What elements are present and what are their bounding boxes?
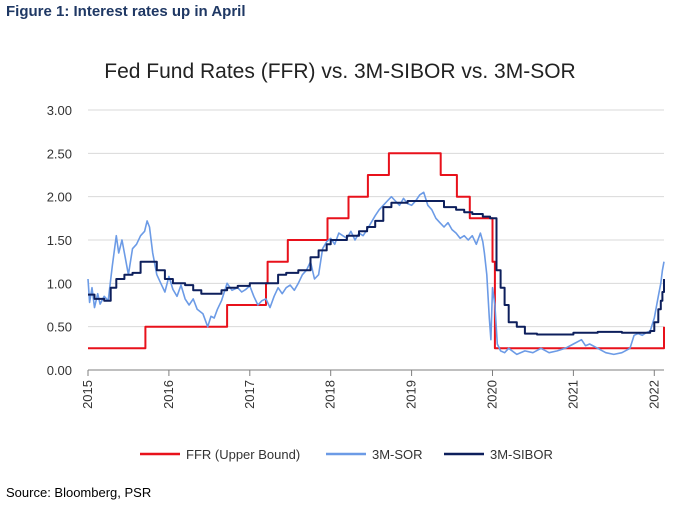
y-tick-label: 3.00 — [47, 103, 72, 118]
series-line-ffr-upper-bound — [88, 152, 665, 350]
legend-label: FFR (Upper Bound) — [186, 447, 300, 462]
legend: FFR (Upper Bound) 3M-SOR 3M-SIBOR — [140, 447, 553, 462]
x-tick-label: 2015 — [80, 380, 95, 409]
legend-label: 3M-SOR — [372, 447, 423, 462]
chart: Fed Fund Rates (FFR) vs. 3M-SIBOR vs. 3M… — [47, 60, 665, 462]
x-tick-label: 2016 — [161, 380, 176, 409]
legend-label: 3M-SIBOR — [490, 447, 553, 462]
source-note: Source: Bloomberg, PSR — [6, 485, 152, 500]
series-line-3m-sibor — [88, 200, 665, 336]
x-tick-label: 2019 — [404, 380, 419, 409]
x-tick-label: 2017 — [242, 380, 257, 409]
series-layer — [87, 152, 665, 356]
chart-title: Fed Fund Rates (FFR) vs. 3M-SIBOR vs. 3M… — [104, 60, 575, 83]
y-tick-label: 2.00 — [47, 190, 72, 205]
y-tick-label: 0.50 — [47, 320, 72, 335]
axis-layer: 0.00 0.50 1.00 1.50 2.00 2.50 3.00 2015 2016 2017… — [47, 103, 664, 409]
x-tick-label: 2018 — [323, 380, 338, 409]
series-line-3m-sor — [87, 191, 665, 356]
x-tick-label: 2021 — [565, 380, 580, 409]
y-tick-label: 2.50 — [47, 146, 72, 161]
y-tick-label: 0.00 — [47, 363, 72, 378]
y-tick-label: 1.00 — [47, 276, 72, 291]
x-tick-label: 2022 — [646, 380, 661, 409]
figure-title: Figure 1: Interest rates up in April — [6, 3, 246, 20]
x-tick-label: 2020 — [484, 380, 499, 409]
y-tick-label: 1.50 — [47, 233, 72, 248]
grid-layer — [88, 109, 664, 328]
